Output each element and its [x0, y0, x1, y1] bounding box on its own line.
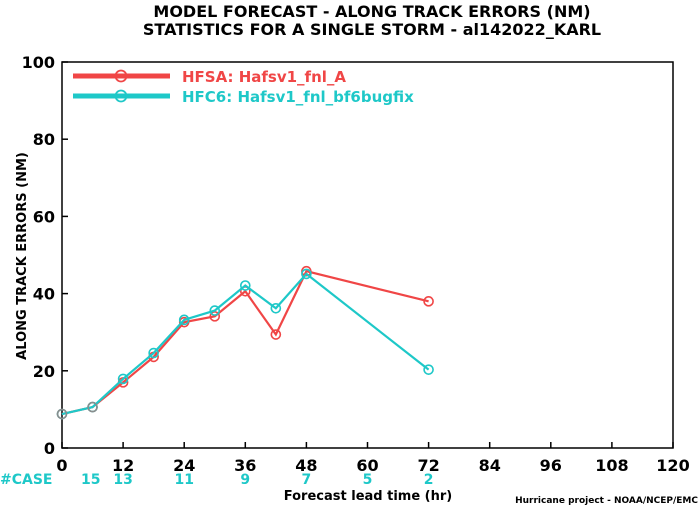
x-tick-label-60: 60: [356, 456, 378, 475]
series-layer: [56, 265, 434, 420]
series-1-point-72: [423, 296, 434, 307]
x-tick-label-72: 72: [417, 456, 439, 475]
legend-label-2: HFC6: Hafsv1_fnl_bf6bugfix: [182, 88, 414, 106]
shared-point-2-6: [87, 401, 98, 413]
legend-swatch-marker-1: [114, 69, 128, 83]
case-count-72: 2: [424, 472, 434, 488]
series-1-point-42: [270, 329, 282, 340]
case-row-label: #CASE: [0, 472, 53, 488]
x-tick-label-108: 108: [595, 456, 628, 475]
y-tick-label-20: 20: [33, 362, 55, 381]
series-2-point-42: [270, 302, 282, 314]
series-2-point-18: [148, 347, 159, 359]
credit-text: Hurricane project - NOAA/NCEP/EMC: [515, 496, 698, 506]
plot-frame: [61, 61, 674, 449]
series-2-point-30: [209, 305, 221, 316]
series-2-point-36: [240, 280, 251, 291]
x-tick-label-0: 0: [56, 456, 67, 475]
shared-point-2-0: [56, 408, 68, 420]
x-tick-label-96: 96: [540, 456, 562, 475]
series-2-point-72: [423, 364, 434, 375]
series-1-point-30: [209, 311, 221, 322]
legend: HFSA: Hafsv1_fnl_A HFC6: Hafsv1_fnl_bf6bu…: [73, 68, 414, 106]
series-1-line: [61, 269, 429, 416]
case-count-24: 11: [174, 472, 193, 488]
plot-axes: 0 12 24 36 48 60 72 84 96 108 120 0 20 40 60 80 100: [22, 53, 690, 475]
y-tick-label-80: 80: [33, 130, 55, 149]
series-2-point-48: [301, 268, 312, 280]
case-count-60: 5: [363, 472, 373, 488]
case-count-36: 9: [240, 472, 250, 488]
x-tick-label-120: 120: [656, 456, 689, 475]
y-axis-label: ALONG TRACK ERRORS (NM): [15, 152, 30, 360]
legend-item-2: HFC6: Hafsv1_fnl_bf6bugfix: [73, 88, 414, 106]
legend-swatch-marker-2: [114, 89, 128, 103]
x-tick-label-24: 24: [173, 456, 195, 475]
legend-item-1: HFSA: Hafsv1_fnl_A: [73, 68, 346, 86]
x-tick-label-12: 12: [112, 456, 134, 475]
series-2-point-12: [117, 373, 129, 385]
series-2-line: [61, 272, 430, 416]
x-tick-label-84: 84: [479, 456, 501, 475]
case-count-48: 7: [302, 472, 312, 488]
case-count-12: 13: [113, 472, 132, 488]
x-tick-label-48: 48: [295, 456, 317, 475]
y-tick-label-100: 100: [22, 53, 55, 72]
case-count-row: #CASE 15 13 11 9 7 5 2: [0, 472, 433, 488]
chart-subtitle: STATISTICS FOR A SINGLE STORM - al142022…: [143, 20, 601, 39]
y-tick-label-60: 60: [33, 207, 55, 226]
y-tick-label-40: 40: [33, 285, 55, 304]
chart-title: MODEL FORECAST - ALONG TRACK ERRORS (NM): [153, 2, 590, 21]
series-2-point-24: [178, 314, 190, 326]
x-axis-label: Forecast lead time (hr): [284, 489, 452, 504]
legend-label-1: HFSA: Hafsv1_fnl_A: [182, 68, 346, 86]
case-count-0: 15: [81, 472, 100, 488]
x-tick-label-36: 36: [234, 456, 256, 475]
y-tick-label-0: 0: [44, 439, 55, 458]
